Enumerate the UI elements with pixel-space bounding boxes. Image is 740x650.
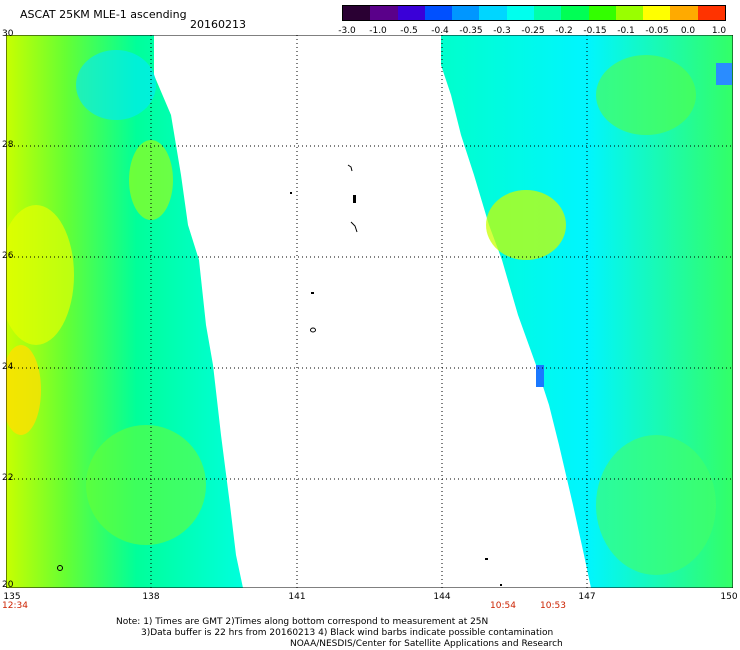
lon-label: 147: [578, 592, 596, 602]
color-scale-label: -1.0: [369, 26, 387, 36]
color-scale-label: -0.2: [555, 26, 573, 36]
color-scale-label: -0.3: [493, 26, 511, 36]
pass-time-right-a: 10:54: [490, 601, 516, 611]
lat-label: 28: [2, 140, 14, 150]
lat-label: 20: [2, 580, 14, 590]
contamination-marker: [57, 565, 63, 571]
lon-label: 141: [288, 592, 306, 602]
color-scale-segment: [370, 6, 399, 20]
color-scale-segment: [615, 6, 644, 20]
lon-label: 135: [3, 592, 21, 602]
color-scale-label: 0.0: [680, 26, 696, 36]
color-scale-label: -0.25: [521, 26, 545, 36]
color-scale-segment: [424, 6, 453, 20]
color-scale-label: -0.1: [617, 26, 635, 36]
color-scale-label: -0.05: [645, 26, 669, 36]
island-outlines: [290, 164, 502, 586]
right-anomaly-1: [486, 190, 566, 260]
swath-map[interactable]: [6, 35, 733, 588]
map-title: ASCAT 25KM MLE-1 ascending: [20, 8, 187, 21]
left-anomaly-1: [6, 205, 74, 345]
color-scale-label: -0.15: [583, 26, 607, 36]
color-scale-segment: [534, 6, 562, 20]
left-anomaly-4: [76, 50, 156, 120]
lat-label: 24: [2, 362, 14, 372]
pass-time-right-b: 10:53: [540, 601, 566, 611]
graticule: [6, 35, 733, 588]
color-scale-label: -0.4: [431, 26, 449, 36]
lat-label: 30: [2, 29, 14, 39]
color-scale-segment: [397, 6, 426, 20]
left-anomaly-5: [86, 425, 206, 545]
lat-label: 22: [2, 473, 14, 483]
right-anomaly-4: [716, 63, 732, 85]
note-line-3: NOAA/NESDIS/Center for Satellite Applica…: [290, 639, 563, 649]
color-scale-label: -0.35: [459, 26, 483, 36]
note-line-2: 3)Data buffer is 22 hrs from 20160213 4)…: [141, 628, 554, 638]
color-scale-segment: [479, 6, 508, 20]
color-scale-segment: [343, 6, 371, 20]
map-date: 20160213: [190, 18, 246, 31]
color-scale-label: -3.0: [338, 26, 356, 36]
right-anomaly-3: [596, 435, 716, 575]
color-scale-bar: [342, 5, 726, 21]
color-scale-label: 1.0: [711, 26, 727, 36]
color-scale-segment: [643, 6, 671, 20]
color-scale-segment: [588, 6, 617, 20]
color-scale-segment: [697, 6, 726, 20]
color-scale-label: -0.5: [400, 26, 418, 36]
color-scale-segment: [452, 6, 480, 20]
lon-label: 138: [142, 592, 160, 602]
color-scale-segment: [561, 6, 590, 20]
color-scale-segment: [506, 6, 535, 20]
right-anomaly-5: [536, 365, 544, 387]
note-line-1: Note: 1) Times are GMT 2)Times along bot…: [116, 617, 489, 627]
right-anomaly-2: [596, 55, 696, 135]
lon-label: 144: [433, 592, 451, 602]
lon-label: 150: [720, 592, 738, 602]
lat-label: 26: [2, 251, 14, 261]
pass-time-left: 12:34: [2, 601, 28, 611]
color-scale-segment: [670, 6, 699, 20]
